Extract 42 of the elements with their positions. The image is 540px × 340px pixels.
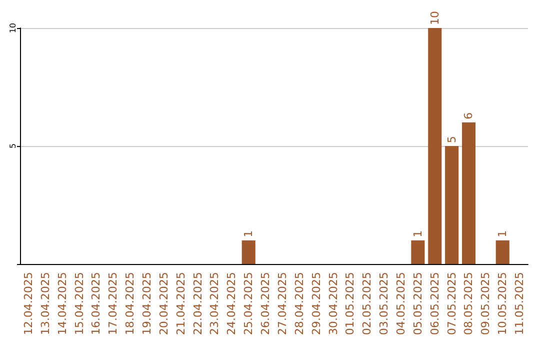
- x-tick-label: 18.04.2025: [124, 272, 137, 336]
- data-label: 1: [496, 230, 510, 238]
- x-tick-label: 09.05.2025: [479, 272, 492, 336]
- x-tick-label: 28.04.2025: [292, 272, 306, 336]
- x-tick-label: 16.04.2025: [90, 272, 103, 336]
- x-tick-label: 12.04.2025: [22, 272, 35, 336]
- x-tick-label: 17.04.2025: [106, 272, 120, 336]
- x-tick-label: 20.04.2025: [157, 272, 170, 336]
- x-tick-label: 26.04.2025: [259, 272, 272, 336]
- x-tick-label: 27.04.2025: [276, 272, 289, 336]
- x-tick-label: 01.05.2025: [344, 272, 357, 336]
- bar: [462, 122, 476, 264]
- x-tick-label: 08.05.2025: [462, 272, 476, 336]
- data-label: 10: [428, 11, 442, 25]
- x-tick-label: 03.05.2025: [378, 272, 391, 336]
- x-tick-label: 07.05.2025: [445, 272, 458, 336]
- x-tick-label: 25.04.2025: [242, 272, 256, 336]
- data-label: 1: [242, 230, 256, 238]
- x-tick-label: 14.04.2025: [56, 272, 69, 336]
- x-tick-label: 13.04.2025: [38, 272, 52, 336]
- x-tick-label: 24.04.2025: [225, 272, 238, 336]
- x-tick-label: 29.04.2025: [310, 272, 323, 336]
- x-tick-label: 23.04.2025: [208, 272, 222, 336]
- x-tick-label: 04.05.2025: [394, 272, 408, 336]
- data-label: 1: [411, 230, 424, 238]
- data-label: 5: [445, 136, 458, 144]
- data-label: 6: [462, 112, 476, 120]
- x-tick-label: 15.04.2025: [72, 272, 86, 336]
- x-tick-label: 30.04.2025: [326, 272, 340, 336]
- x-tick-label: 06.05.2025: [428, 272, 442, 336]
- bar: [428, 28, 442, 264]
- x-tick-label: 22.04.2025: [191, 272, 204, 336]
- bar: [445, 146, 459, 264]
- bar: [411, 240, 425, 264]
- bar: [496, 240, 510, 264]
- x-tick-label: 11.05.2025: [513, 272, 526, 336]
- x-tick-label: 10.05.2025: [496, 272, 510, 336]
- bar: [242, 240, 256, 264]
- x-tick-label: 21.04.2025: [174, 272, 188, 336]
- x-tick-label: 19.04.2025: [140, 272, 154, 336]
- x-tick-label: 05.05.2025: [411, 272, 424, 336]
- x-tick-label: 02.05.2025: [360, 272, 374, 336]
